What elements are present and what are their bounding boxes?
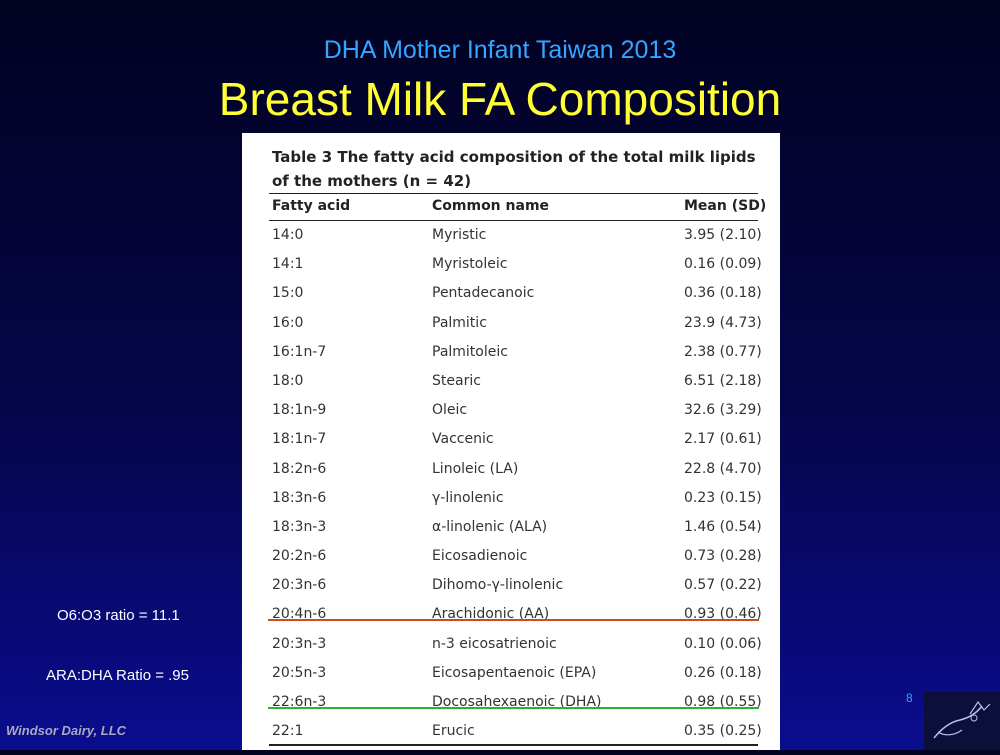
footer-company: Windsor Dairy, LLC — [6, 723, 127, 738]
cell-fatty-acid: 20:4n-6 — [272, 606, 327, 623]
table-row: 22:6n-3 Docosahexaenoic (DHA) 0.98 (0.55) — [242, 688, 780, 717]
cell-mean-sd: 0.23 (0.15) — [684, 489, 762, 506]
cell-common-name: γ-linolenic — [432, 489, 504, 506]
cell-fatty-acid: 18:1n-9 — [272, 402, 327, 419]
cell-common-name: Dihomo-γ-linolenic — [432, 577, 564, 594]
cell-mean-sd: 1.46 (0.54) — [684, 518, 762, 535]
highlight-line-arachidonic — [268, 619, 759, 621]
cell-common-name: Vaccenic — [432, 431, 494, 448]
cell-common-name: Erucic — [432, 723, 475, 740]
cell-mean-sd: 2.38 (0.77) — [684, 343, 762, 360]
cell-common-name: Eicosadienoic — [432, 548, 528, 565]
cell-common-name: Stearic — [432, 372, 481, 389]
cell-mean-sd: 22.8 (4.70) — [684, 460, 762, 477]
table-row: 22:1 Erucic 0.35 (0.25) — [242, 717, 780, 746]
table-row: 18:2n-6 Linoleic (LA) 22.8 (4.70) — [242, 455, 780, 484]
note-o6-o3-ratio: O6:O3 ratio = 11.1 — [57, 607, 180, 624]
table-row: 20:2n-6 Eicosadienoic 0.73 (0.28) — [242, 542, 780, 571]
table-row: 16:0 Palmitic 23.9 (4.73) — [242, 309, 780, 338]
cell-fatty-acid: 18:3n-3 — [272, 518, 327, 535]
cell-fatty-acid: 18:3n-6 — [272, 489, 327, 506]
table-row: 18:3n-6 γ-linolenic 0.23 (0.15) — [242, 484, 780, 513]
table-row: 20:3n-6 Dihomo-γ-linolenic 0.57 (0.22) — [242, 571, 780, 600]
table-row: 18:1n-7 Vaccenic 2.17 (0.61) — [242, 425, 780, 454]
logo-icon — [924, 692, 1000, 750]
cell-mean-sd: 6.51 (2.18) — [684, 372, 762, 389]
cell-common-name: Eicosapentaenoic (EPA) — [432, 664, 597, 681]
cell-common-name: Pentadecanoic — [432, 285, 535, 302]
header-common-name: Common name — [432, 198, 550, 214]
table-row: 15:0 Pentadecanoic 0.36 (0.18) — [242, 279, 780, 308]
cell-mean-sd: 0.36 (0.18) — [684, 285, 762, 302]
table-caption-line-2: of the mothers (n = 42) — [272, 172, 472, 190]
cell-common-name: Arachidonic (AA) — [432, 606, 550, 623]
cell-mean-sd: 2.17 (0.61) — [684, 431, 762, 448]
cell-mean-sd: 32.6 (3.29) — [684, 402, 762, 419]
cell-mean-sd: 0.26 (0.18) — [684, 664, 762, 681]
cell-fatty-acid: 20:3n-3 — [272, 635, 327, 652]
page-number: 8 — [906, 691, 913, 705]
table-bottom-rule — [269, 744, 758, 746]
slide-title: Breast Milk FA Composition — [218, 73, 782, 125]
table-row: 18:0 Stearic 6.51 (2.18) — [242, 367, 780, 396]
cell-fatty-acid: 18:2n-6 — [272, 460, 327, 477]
cell-fatty-acid: 15:0 — [272, 285, 304, 302]
cell-fatty-acid: 18:1n-7 — [272, 431, 327, 448]
table-row: 18:1n-9 Oleic 32.6 (3.29) — [242, 396, 780, 425]
cell-mean-sd: 3.95 (2.10) — [684, 227, 762, 243]
table-row: 18:3n-3 α-linolenic (ALA) 1.46 (0.54) — [242, 513, 780, 542]
table-row: 20:5n-3 Eicosapentaenoic (EPA) 0.26 (0.18) — [242, 659, 780, 688]
table-row: 14:1 Myristoleic 0.16 (0.09) — [242, 250, 780, 279]
cell-fatty-acid: 18:0 — [272, 372, 304, 389]
table-row: 14:0 Myristic 3.95 (2.10) — [242, 221, 780, 250]
cell-fatty-acid: 20:2n-6 — [272, 548, 327, 565]
table-header-rule — [269, 220, 758, 221]
cell-common-name: Myristic — [432, 227, 487, 243]
cell-common-name: Myristoleic — [432, 256, 508, 273]
cell-fatty-acid: 14:1 — [272, 256, 304, 273]
cell-common-name: n-3 eicosatrienoic — [432, 635, 557, 652]
cell-common-name: Palmitic — [432, 314, 487, 331]
cell-fatty-acid: 22:6n-3 — [272, 694, 327, 710]
fatty-acid-table-panel: Table 3 The fatty acid composition of th… — [242, 133, 780, 750]
cell-fatty-acid: 16:0 — [272, 314, 304, 331]
header-mean-sd: Mean (SD) — [684, 198, 767, 214]
table-row: 20:4n-6 Arachidonic (AA) 0.93 (0.46) — [242, 600, 780, 629]
cell-mean-sd: 0.73 (0.28) — [684, 548, 762, 565]
highlight-line-dha — [268, 707, 759, 709]
table-top-rule — [269, 193, 758, 194]
table-row: 16:1n-7 Palmitoleic 2.38 (0.77) — [242, 338, 780, 367]
header-fatty-acid: Fatty acid — [272, 198, 351, 214]
table-body: 14:0 Myristic 3.95 (2.10) 14:1 Myristoleic 0.… — [242, 221, 780, 746]
cell-common-name: α-linolenic (ALA) — [432, 518, 548, 535]
cell-mean-sd: 0.93 (0.46) — [684, 606, 762, 623]
cell-mean-sd: 0.35 (0.25) — [684, 723, 762, 740]
slide-subtitle: DHA Mother Infant Taiwan 2013 — [323, 36, 677, 64]
cell-mean-sd: 0.16 (0.09) — [684, 256, 762, 273]
cell-mean-sd: 0.57 (0.22) — [684, 577, 762, 594]
cell-fatty-acid: 22:1 — [272, 723, 304, 740]
cell-common-name: Oleic — [432, 402, 468, 419]
cell-mean-sd: 0.98 (0.55) — [684, 694, 762, 710]
table-caption-line-1: Table 3 The fatty acid composition of th… — [272, 148, 756, 166]
cell-common-name: Palmitoleic — [432, 343, 508, 360]
table-row: 20:3n-3 n-3 eicosatrienoic 0.10 (0.06) — [242, 630, 780, 659]
cell-fatty-acid: 20:3n-6 — [272, 577, 327, 594]
table-caption: Table 3 The fatty acid composition of th… — [272, 145, 772, 193]
cell-fatty-acid: 16:1n-7 — [272, 343, 327, 360]
cell-mean-sd: 23.9 (4.73) — [684, 314, 762, 331]
cell-mean-sd: 0.10 (0.06) — [684, 635, 762, 652]
cell-fatty-acid: 20:5n-3 — [272, 664, 327, 681]
cell-fatty-acid: 14:0 — [272, 227, 304, 243]
note-ara-dha-ratio: ARA:DHA Ratio = .95 — [46, 667, 189, 684]
cell-common-name: Docosahexaenoic (DHA) — [432, 694, 602, 710]
cell-common-name: Linoleic (LA) — [432, 460, 519, 477]
